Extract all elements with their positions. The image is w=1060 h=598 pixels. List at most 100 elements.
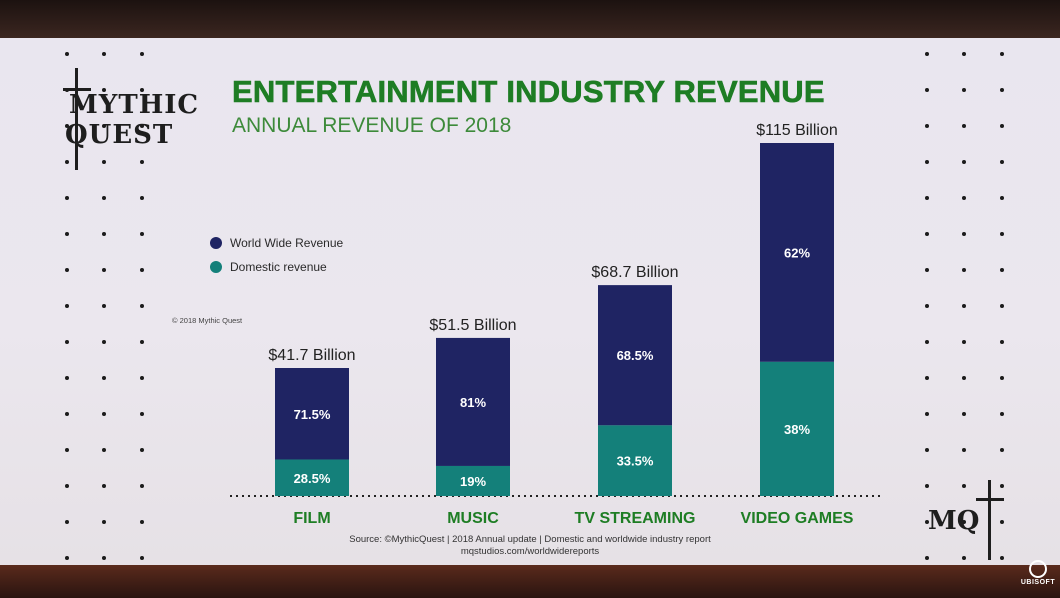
data-label-domestic-2: 33.5% bbox=[617, 454, 654, 469]
decorative-dot bbox=[1000, 556, 1004, 560]
decorative-dot bbox=[65, 484, 69, 488]
decorative-dot bbox=[140, 484, 144, 488]
decorative-dot bbox=[65, 232, 69, 236]
decorative-dot bbox=[925, 88, 929, 92]
source-note: Source: ©MythicQuest | 2018 Annual updat… bbox=[300, 534, 760, 558]
decorative-dot bbox=[1000, 412, 1004, 416]
decorative-dot bbox=[102, 340, 106, 344]
decorative-dot bbox=[102, 556, 106, 560]
decorative-dot bbox=[140, 448, 144, 452]
total-label-0: $41.7 Billion bbox=[268, 347, 355, 364]
decorative-dot bbox=[102, 88, 106, 92]
ubisoft-label: UBISOFT bbox=[1020, 579, 1056, 586]
legend-label-domestic: Domestic revenue bbox=[230, 260, 327, 274]
category-label-0: FILM bbox=[293, 510, 330, 527]
copyright-note: © 2018 Mythic Quest bbox=[172, 316, 243, 325]
mq-monogram-logo: MQ bbox=[928, 480, 1018, 560]
category-label-2: TV STREAMING bbox=[575, 510, 696, 527]
decorative-dot bbox=[925, 412, 929, 416]
chart-title: ENTERTAINMENT INDUSTRY REVENUE bbox=[232, 74, 825, 110]
decorative-dot bbox=[65, 376, 69, 380]
decorative-dot bbox=[962, 484, 966, 488]
data-label-world-wide-0: 71.5% bbox=[294, 407, 331, 422]
ubisoft-swirl-icon bbox=[1029, 560, 1047, 578]
monogram-text: MQ bbox=[928, 506, 980, 536]
decorative-dot bbox=[102, 412, 106, 416]
decorative-dot bbox=[925, 520, 929, 524]
source-line: Source: ©MythicQuest | 2018 Annual updat… bbox=[349, 534, 711, 545]
decorative-dot bbox=[140, 520, 144, 524]
top-frame bbox=[0, 0, 1060, 38]
decorative-dot bbox=[962, 88, 966, 92]
chart-board: MYTHIC QUEST ENTERTAINMENT INDUSTRY REVE… bbox=[0, 38, 1060, 565]
decorative-dot bbox=[925, 232, 929, 236]
decorative-dot bbox=[102, 160, 106, 164]
decorative-dot bbox=[962, 520, 966, 524]
decorative-dot bbox=[925, 448, 929, 452]
total-label-1: $51.5 Billion bbox=[429, 317, 516, 334]
decorative-dot bbox=[1000, 484, 1004, 488]
decorative-dot bbox=[1000, 196, 1004, 200]
decorative-dot bbox=[65, 52, 69, 56]
decorative-dot bbox=[140, 268, 144, 272]
decorative-dot bbox=[1000, 268, 1004, 272]
decorative-dot bbox=[65, 196, 69, 200]
logo-text-top: MYTHIC bbox=[69, 90, 200, 120]
decorative-dot bbox=[65, 340, 69, 344]
legend-label-world-wide: World Wide Revenue bbox=[230, 236, 344, 250]
decorative-dot bbox=[962, 412, 966, 416]
category-label-1: MUSIC bbox=[447, 510, 499, 527]
bar-world-wide-0 bbox=[275, 367, 349, 460]
decorative-dot bbox=[962, 232, 966, 236]
decorative-dot bbox=[65, 520, 69, 524]
decorative-dot bbox=[65, 124, 69, 128]
decorative-dot bbox=[925, 196, 929, 200]
bar-domestic-3 bbox=[760, 361, 834, 496]
decorative-dot bbox=[102, 376, 106, 380]
chart-legend: World Wide Revenue Domestic revenue bbox=[210, 231, 343, 279]
decorative-dot bbox=[962, 52, 966, 56]
decorative-dot bbox=[140, 88, 144, 92]
decorative-dot bbox=[65, 304, 69, 308]
decorative-dot bbox=[962, 304, 966, 308]
decorative-dot bbox=[1000, 124, 1004, 128]
decorative-dot bbox=[102, 232, 106, 236]
decorative-dot bbox=[1000, 304, 1004, 308]
decorative-dot bbox=[140, 376, 144, 380]
decorative-dot bbox=[962, 556, 966, 560]
data-label-domestic-1: 19% bbox=[460, 474, 486, 489]
decorative-dot bbox=[925, 52, 929, 56]
decorative-dot bbox=[1000, 340, 1004, 344]
decorative-dot bbox=[102, 304, 106, 308]
decorative-dot bbox=[962, 160, 966, 164]
decorative-dot bbox=[140, 304, 144, 308]
decorative-dot bbox=[1000, 160, 1004, 164]
decorative-dot bbox=[102, 448, 106, 452]
decorative-dot bbox=[140, 556, 144, 560]
data-label-world-wide-2: 68.5% bbox=[617, 348, 654, 363]
logo-sword-guard-icon bbox=[63, 88, 91, 91]
legend-swatch-world-wide bbox=[210, 237, 222, 249]
decorative-dot bbox=[962, 340, 966, 344]
bar-world-wide-3 bbox=[760, 143, 834, 362]
decorative-dot bbox=[1000, 52, 1004, 56]
data-label-domestic-3: 38% bbox=[784, 422, 810, 437]
decorative-dot bbox=[102, 124, 106, 128]
decorative-dot bbox=[102, 520, 106, 524]
decorative-dot bbox=[140, 52, 144, 56]
bar-domestic-0 bbox=[275, 459, 349, 496]
total-label-2: $68.7 Billion bbox=[591, 264, 678, 281]
decorative-dot bbox=[925, 484, 929, 488]
decorative-dot bbox=[102, 52, 106, 56]
decorative-dot bbox=[102, 484, 106, 488]
mythic-quest-logo: MYTHIC QUEST bbox=[55, 68, 198, 178]
legend-item-domestic: Domestic revenue bbox=[210, 255, 343, 279]
decorative-dot bbox=[65, 160, 69, 164]
decorative-dot bbox=[962, 268, 966, 272]
decorative-dot bbox=[140, 160, 144, 164]
decorative-dot bbox=[962, 124, 966, 128]
bar-world-wide-2 bbox=[598, 285, 672, 426]
decorative-dot bbox=[102, 196, 106, 200]
logo-text-bottom: QUEST bbox=[65, 120, 174, 150]
bottom-frame bbox=[0, 565, 1060, 598]
